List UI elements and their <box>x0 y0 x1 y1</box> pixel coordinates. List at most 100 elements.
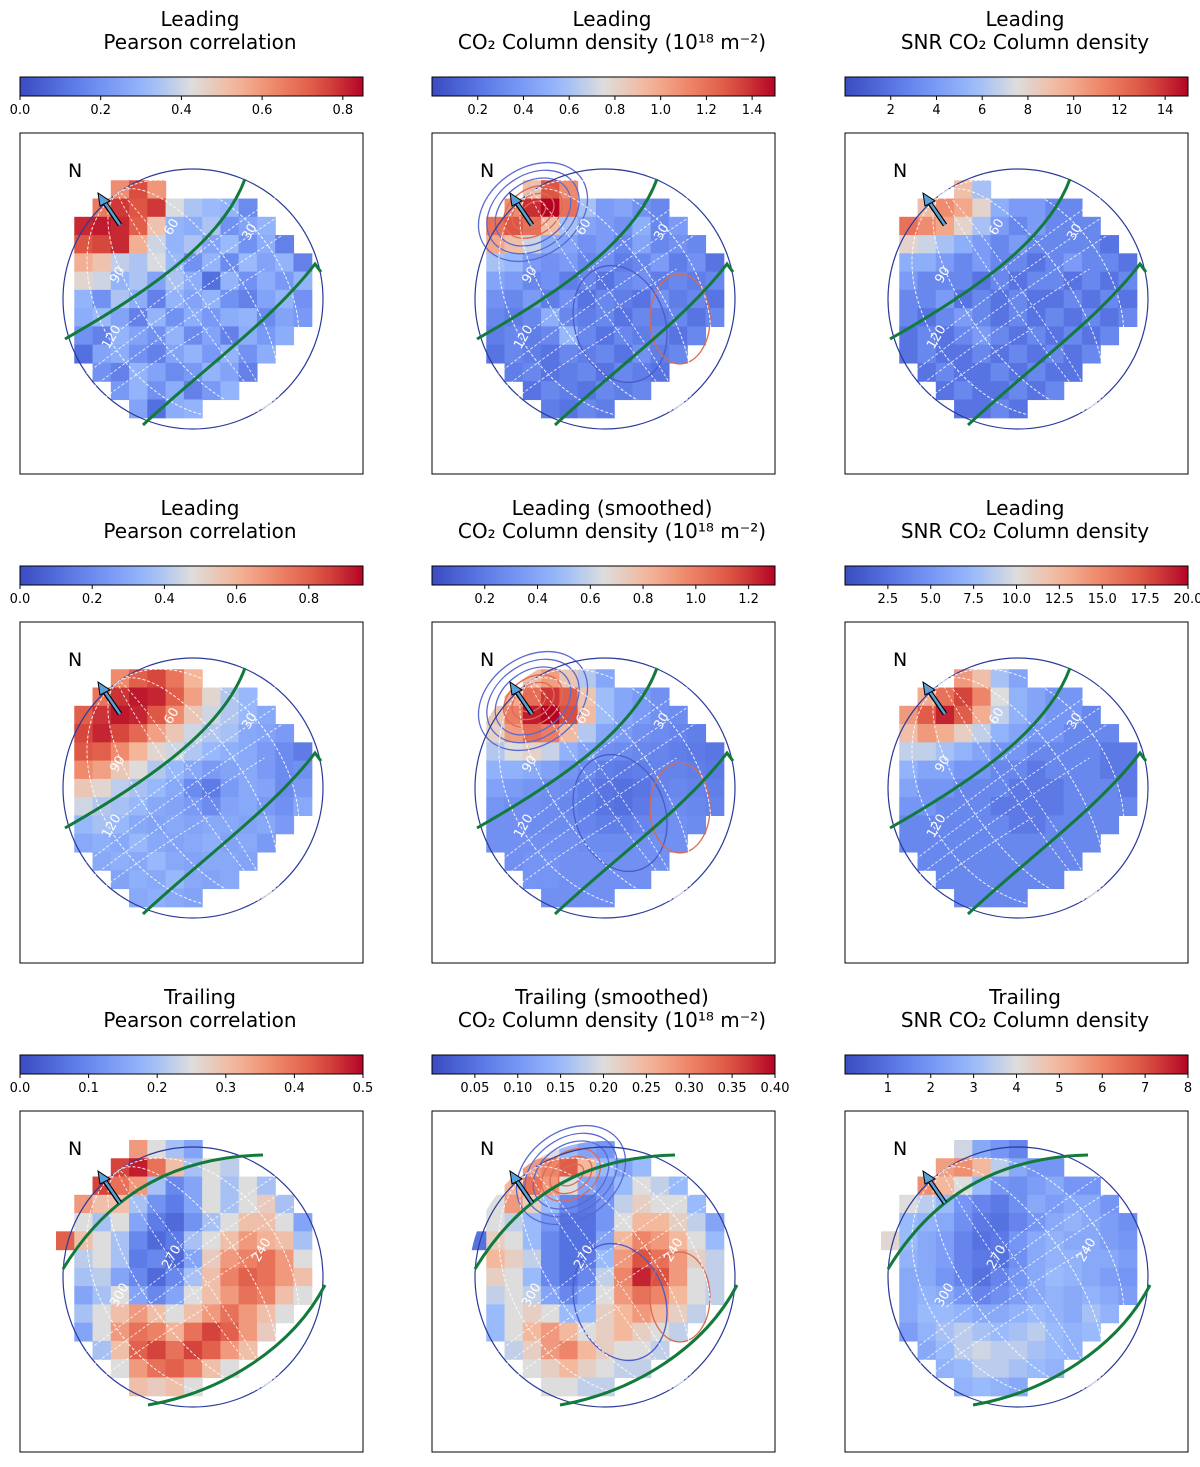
heatmap-cell <box>256 1286 276 1305</box>
heatmap-cell <box>1045 1304 1065 1324</box>
heatmap-cell <box>1008 669 1028 689</box>
heatmap-cell <box>1081 235 1101 254</box>
parallel <box>587 1147 733 1249</box>
heatmap-cell <box>220 1213 240 1232</box>
heatmap-cell <box>705 1249 725 1269</box>
parallel <box>175 1147 321 1249</box>
heatmap-cell <box>110 1249 130 1269</box>
heatmap-cell <box>74 778 94 798</box>
heatmap-cell <box>92 235 112 254</box>
heatmap-cell <box>202 1304 221 1324</box>
heatmap-cell <box>881 1231 900 1251</box>
longitude-label: 60 <box>161 705 182 727</box>
heatmap-cell <box>1045 815 1065 835</box>
heatmap-cell <box>183 1286 203 1305</box>
heatmap-cell <box>129 724 148 743</box>
heatmap-cell <box>632 1304 652 1324</box>
heatmap-cell <box>541 742 560 762</box>
heatmap-cell <box>972 1231 992 1251</box>
chart-title-line1: Trailing (smoothed) <box>515 985 709 1009</box>
heatmap-cell <box>954 705 973 725</box>
heatmap-cell <box>1081 271 1101 291</box>
heatmap-cell <box>559 687 579 707</box>
parallel <box>890 326 1035 429</box>
heatmap-cell <box>632 1213 652 1232</box>
heatmap-cell <box>1045 1267 1065 1287</box>
heatmap-cell <box>220 760 240 780</box>
heatmap-cell <box>1008 760 1028 780</box>
heatmap-cell <box>486 760 506 780</box>
heatmap-cell <box>92 1231 112 1251</box>
heatmap-cell <box>1081 344 1101 364</box>
heatmap-cell <box>293 1249 313 1269</box>
heatmap-cell <box>935 362 955 382</box>
heatmap-cell <box>972 289 992 309</box>
heatmap-cell <box>220 1231 240 1251</box>
north-label: N <box>480 649 494 671</box>
heatmap-cell <box>935 1340 955 1360</box>
heatmap-cell <box>129 1359 148 1379</box>
heatmap-cell <box>129 326 148 346</box>
heatmap-cell <box>541 289 560 309</box>
heatmap-cell <box>668 326 688 346</box>
heatmap-cell <box>1100 308 1120 327</box>
heatmap-cell <box>614 253 633 273</box>
heatmap-cell <box>595 1340 615 1360</box>
heatmap-cell <box>1063 326 1083 346</box>
heatmap-cell <box>1100 1213 1120 1232</box>
heatmap-cell <box>202 778 221 798</box>
heatmap-cell <box>687 326 707 346</box>
heatmap-cell <box>705 742 725 762</box>
heatmap-cell <box>1100 253 1120 273</box>
heatmap-cell <box>147 1140 167 1159</box>
heatmap-cell <box>220 1359 240 1379</box>
parallel <box>175 169 321 271</box>
disk-outline <box>887 168 1149 430</box>
heatmap-cell <box>917 235 937 254</box>
colorbar-tick-label: 1.2 <box>738 592 759 607</box>
heatmap-cell <box>687 1231 707 1251</box>
heatmap-cell <box>238 1213 258 1232</box>
boundary-curve <box>473 1153 676 1270</box>
heatmap-cell <box>559 198 579 218</box>
heatmap-cell <box>238 216 258 236</box>
north-label: N <box>893 1138 907 1160</box>
heatmap-cell <box>990 833 1010 853</box>
heatmap-cell <box>256 235 276 254</box>
heatmap-cell <box>541 778 560 798</box>
heatmap-cell <box>559 870 579 890</box>
heatmap-cell <box>935 797 955 816</box>
heatmap-cell <box>595 289 615 309</box>
parallel <box>1000 1147 1146 1249</box>
heatmap-cell <box>990 326 1010 346</box>
heatmap-cell <box>1100 724 1120 743</box>
heatmap-cell <box>541 870 560 890</box>
heatmap-cell <box>972 1340 992 1360</box>
heatmap-cell <box>147 235 167 254</box>
heatmap-cell <box>1063 1231 1083 1251</box>
heatmap-cell <box>183 1176 203 1196</box>
north-arrow-icon <box>509 680 535 716</box>
heatmap-cell <box>632 1176 652 1196</box>
heatmap-cell <box>1063 851 1083 871</box>
heatmap-cell <box>1027 833 1046 853</box>
heatmap-cell <box>1045 1322 1065 1342</box>
heatmap-cell <box>522 1359 542 1379</box>
heatmap-cell <box>650 308 670 327</box>
heatmap-cell <box>935 1231 955 1251</box>
heatmap-cell <box>595 344 615 364</box>
heatmap-cell <box>238 308 258 327</box>
heatmap-cell <box>165 399 185 419</box>
heatmap-cell <box>687 1286 707 1305</box>
disk-outline <box>62 657 324 919</box>
heatmap-cell <box>1008 1267 1028 1287</box>
heatmap-cell <box>1081 1267 1101 1287</box>
heatmap-cell <box>935 1286 955 1305</box>
heatmap-cell <box>238 271 258 291</box>
heatmap-cell <box>577 289 597 309</box>
heatmap-cell <box>954 381 973 401</box>
meridian <box>86 1157 300 1397</box>
chart-title-line1: Leading <box>160 7 240 31</box>
heatmap-cell <box>899 742 919 762</box>
heatmap-cell <box>220 1249 240 1269</box>
